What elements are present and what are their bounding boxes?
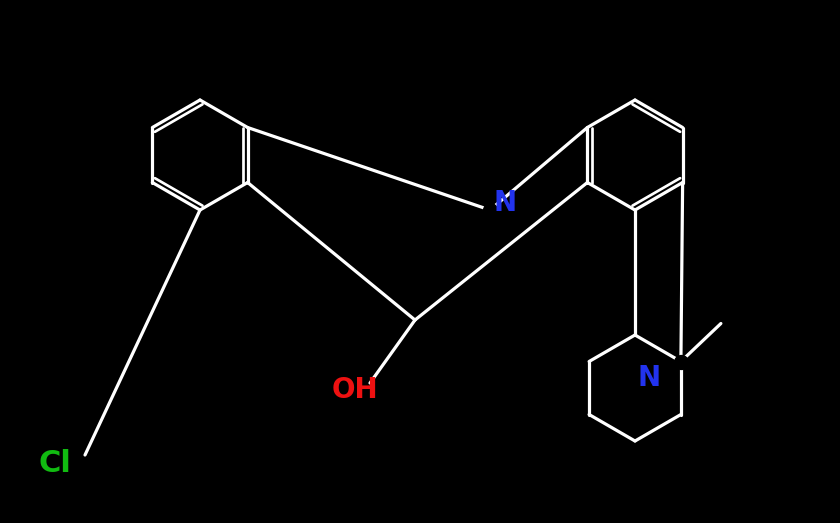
Text: N: N	[638, 364, 661, 392]
Text: Cl: Cl	[39, 449, 71, 479]
Text: OH: OH	[332, 376, 378, 404]
Text: N: N	[494, 189, 517, 217]
